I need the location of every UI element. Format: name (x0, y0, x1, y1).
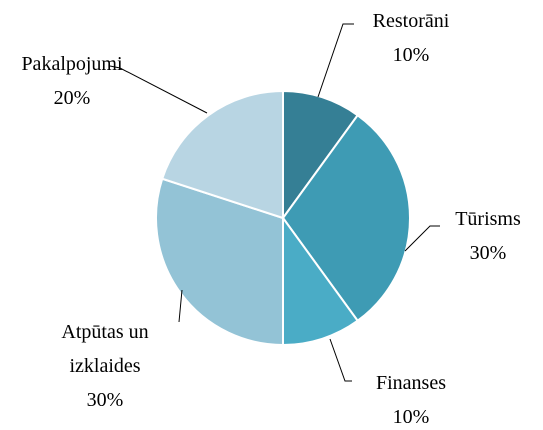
slice-label: Atpūtas un izklaides 30% (45, 315, 165, 417)
slice-label: Finanses 10% (351, 366, 471, 430)
value-label: 30% (469, 242, 507, 264)
leader-lines (109, 23, 440, 382)
pie-slice (282, 214, 360, 347)
leader-line (317, 23, 354, 98)
category-name: Restorāni (372, 10, 450, 32)
leader-line (329, 338, 352, 382)
leader-line (109, 65, 208, 114)
value-label: 10% (392, 44, 430, 66)
value-label: 30% (86, 389, 124, 411)
leader-line (404, 225, 440, 252)
leader-line (178, 289, 183, 323)
pie-slice (160, 89, 284, 220)
category-name: Atpūtas un izklaides (61, 321, 149, 377)
value-label: 10% (392, 406, 430, 428)
category-name: Finanses (376, 372, 446, 394)
slice-label: Restorāni 10% (351, 4, 471, 72)
category-name: Tūrisms (455, 208, 521, 230)
category-name: Pakalpojumi (21, 53, 123, 75)
pie-slice (282, 89, 360, 222)
value-label: 20% (53, 87, 91, 109)
pie-slice (155, 177, 284, 347)
slice-label: Pakalpojumi 20% (2, 47, 142, 115)
slice-label: Tūrisms 30% (428, 202, 543, 270)
pie-slice (281, 113, 411, 323)
